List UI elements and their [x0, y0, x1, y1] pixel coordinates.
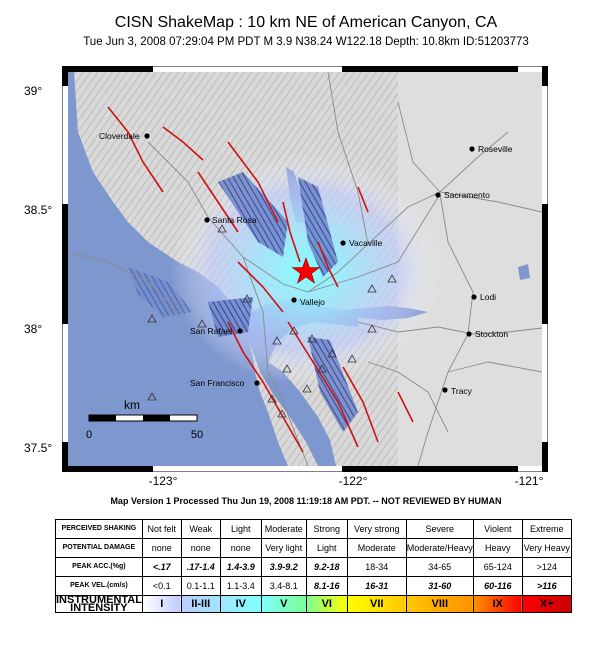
legend-cell: 3.4-8.1 [260, 576, 307, 596]
legend-cell: 3.9-9.2 [260, 557, 307, 577]
legend-row-label: PERCEIVED SHAKING [55, 519, 143, 539]
city-roseville[interactable]: Roseville [469, 144, 513, 154]
legend-cell: Very strong [346, 519, 407, 539]
city-san-rafael[interactable]: San Rafael [190, 326, 243, 336]
svg-text:San Francisco: San Francisco [190, 378, 245, 388]
city-tracy[interactable]: Tracy [442, 386, 473, 396]
legend-cell: >116 [521, 576, 572, 596]
epicenter-star-icon[interactable] [291, 257, 321, 284]
legend-cell: 1.1-3.4 [219, 576, 262, 596]
legend-row-label: POTENTIAL DAMAGE [55, 538, 143, 558]
legend-row-label: PEAK ACC.(%g) [55, 557, 143, 577]
legend-cell: Not felt [141, 519, 182, 539]
event-info: Tue Jun 3, 2008 07:29:04 PM PDT M 3.9 N3… [83, 36, 529, 48]
legend-cell: IX [472, 595, 523, 613]
legend-cell: Severe [405, 519, 474, 539]
lat-label-38: 38° [24, 322, 43, 336]
folsom-lake [518, 264, 530, 280]
city-sacramento[interactable]: Sacramento [435, 190, 490, 200]
svg-text:San Rafael: San Rafael [190, 326, 232, 336]
legend-cell: >124 [521, 557, 572, 577]
legend-cell: II-III [180, 595, 221, 613]
legend-cell: none [141, 538, 182, 558]
legend-cell: Strong [305, 519, 348, 539]
city-stockton[interactable]: Stockton [466, 329, 508, 339]
legend-cell: Violent [472, 519, 523, 539]
legend-row-mmi: INSTRUMENTAL INTENSITY I II-III IV V VI VII VII… [55, 594, 572, 614]
legend-cell: .17-1.4 [180, 557, 221, 577]
city-vallejo[interactable]: Vallejo [291, 297, 325, 307]
legend-row-acc: PEAK ACC.(%g) <.17.17-1.4 1.4-3.9 3.9-9.2 9.… [55, 557, 572, 577]
legend-cell: Extreme [521, 519, 572, 539]
shakemap[interactable]: Cloverdale Roseville Sacramento Santa Ro… [68, 72, 542, 466]
legend-cell: <0.1 [141, 576, 182, 596]
legend-cell: 18-34 [346, 557, 407, 577]
legend-cell: IV [219, 595, 262, 613]
legend-cell: Light [219, 519, 262, 539]
legend-cell: 0.1-1.1 [180, 576, 221, 596]
legend-cell: 9.2-18 [305, 557, 348, 577]
lon-label-122: -122° [338, 474, 368, 488]
svg-text:Vacaville: Vacaville [349, 238, 383, 248]
legend-row-label: PEAK VEL.(cm/s) [55, 576, 143, 596]
legend-cell: 65-124 [472, 557, 523, 577]
legend-row-label: INSTRUMENTAL INTENSITY [55, 594, 143, 614]
legend-cell: Moderate [346, 538, 407, 558]
legend-cell: X+ [521, 595, 572, 613]
intensity-legend: PERCEIVED SHAKING Not felt Weak Light Modera… [55, 519, 572, 614]
lat-label-39: 39° [24, 84, 43, 98]
legend-cell: I [141, 595, 182, 613]
lat-label-37-5: 37.5° [24, 441, 53, 455]
city-vacaville[interactable]: Vacaville [340, 238, 383, 248]
legend-cell: 1.4-3.9 [219, 557, 262, 577]
svg-text:Sacramento: Sacramento [444, 190, 490, 200]
legend-cell: 60-116 [472, 576, 523, 596]
svg-text:Roseville: Roseville [478, 144, 513, 154]
lon-label-121: -121° [514, 474, 544, 488]
legend-row-shaking: PERCEIVED SHAKING Not felt Weak Light Modera… [55, 519, 572, 539]
legend-cell: 31-60 [405, 576, 474, 596]
legend-cell: <.17 [141, 557, 182, 577]
city-cloverdale[interactable]: Cloverdale [99, 131, 150, 141]
legend-cell: 34-65 [405, 557, 474, 577]
map-version-note: Map Version 1 Processed Thu Jun 19, 2008… [110, 496, 502, 506]
svg-text:Stockton: Stockton [475, 329, 508, 339]
seismic-stations [147, 224, 397, 418]
legend-cell: VII [346, 595, 407, 613]
legend-cell: none [180, 538, 221, 558]
legend-cell: Moderate [260, 519, 307, 539]
scale-end: 50 [191, 429, 203, 441]
legend-cell: Moderate/Heavy [405, 538, 474, 558]
lat-label-38-5: 38.5° [24, 203, 53, 217]
legend-cell: Very Heavy [521, 538, 572, 558]
legend-cell: 16-31 [346, 576, 407, 596]
legend-cell: 8.1-16 [305, 576, 348, 596]
map-canvas: Cloverdale Roseville Sacramento Santa Ro… [68, 72, 542, 466]
legend-cell: Weak [180, 519, 221, 539]
legend-cell: Light [305, 538, 348, 558]
scale-bar: km 0 50 [86, 398, 203, 441]
scale-start: 0 [86, 429, 92, 441]
faults [107, 106, 414, 453]
svg-text:Vallejo: Vallejo [300, 297, 325, 307]
svg-text:Lodi: Lodi [480, 292, 496, 302]
city-santa-rosa[interactable]: Santa Rosa [204, 215, 257, 225]
terrain-relief [128, 172, 358, 432]
legend-cell: V [260, 595, 307, 613]
legend-cell: VI [305, 595, 348, 613]
scale-unit: km [124, 398, 140, 412]
legend-row-vel: PEAK VEL.(cm/s) <0.1 0.1-1.1 1.1-3.4 3.4-8.1… [55, 576, 572, 596]
legend-cell: none [219, 538, 262, 558]
city-san-francisco[interactable]: San Francisco [190, 378, 260, 388]
lon-label-123: -123° [148, 474, 178, 488]
city-lodi[interactable]: Lodi [471, 292, 496, 302]
svg-text:Cloverdale: Cloverdale [99, 131, 140, 141]
map-title: CISN ShakeMap : 10 km NE of American Can… [114, 14, 498, 31]
legend-cell: Very light [260, 538, 307, 558]
svg-text:Santa Rosa: Santa Rosa [212, 215, 257, 225]
legend-cell: Heavy [472, 538, 523, 558]
legend-cell: VIII [405, 595, 474, 613]
svg-text:Tracy: Tracy [451, 386, 473, 396]
legend-row-damage: POTENTIAL DAMAGE none none none Very light Li… [55, 538, 572, 558]
